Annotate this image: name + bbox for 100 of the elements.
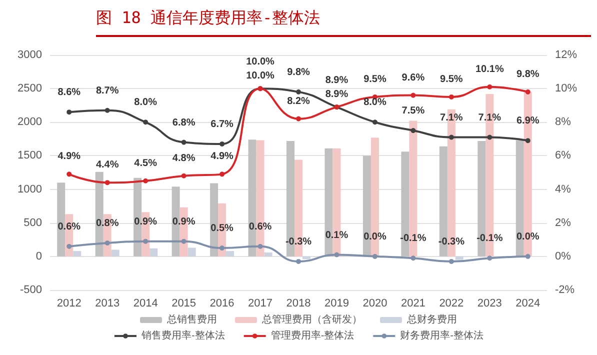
point — [220, 172, 225, 177]
y2-tick-label: 2% — [555, 216, 572, 229]
data-label: 4.5% — [134, 158, 158, 169]
data-label: -0.1% — [476, 233, 503, 244]
data-label: 8.0% — [364, 97, 386, 108]
point — [181, 238, 186, 244]
data-label: 4.8% — [172, 152, 196, 164]
point — [143, 120, 148, 125]
x-tick-label: 2014 — [133, 298, 158, 310]
y2-tick-label: 8% — [555, 116, 572, 128]
point — [66, 244, 72, 249]
data-label: 8.9% — [325, 89, 348, 100]
point — [525, 138, 530, 144]
point — [487, 256, 492, 261]
y2-tick-label: -2% — [555, 284, 575, 296]
x-tick-label: 2012 — [56, 298, 82, 310]
data-label: 7.1% — [440, 112, 463, 124]
x-tick-label: 2022 — [439, 298, 464, 310]
data-label: 6.8% — [172, 117, 196, 128]
data-label: 8.0% — [134, 97, 158, 108]
data-label: 7.1% — [478, 112, 502, 124]
point — [296, 89, 301, 94]
legend-label: 总销售费用 — [166, 314, 217, 326]
y-tick-label: 3000 — [18, 49, 42, 61]
data-label: 0.1% — [325, 230, 348, 241]
point — [258, 244, 263, 249]
point — [296, 258, 301, 264]
point — [448, 258, 454, 264]
bar — [111, 250, 120, 256]
y2-tick-label: 6% — [555, 150, 572, 162]
point — [66, 110, 72, 115]
legend-label: 财务费用率-整体法 — [400, 330, 484, 342]
data-label: 8.9% — [325, 75, 348, 86]
data-label: 0.9% — [134, 216, 158, 228]
legend-label: 销售费用率-整体法 — [140, 330, 225, 342]
y-tick-label: 2500 — [18, 82, 42, 95]
data-label: 4.9% — [58, 151, 81, 162]
data-label: -0.3% — [285, 236, 312, 248]
legend-label: 总财务费用 — [406, 314, 457, 326]
data-label: 9.6% — [402, 72, 425, 84]
legend-label: 总管理费用（含研发） — [261, 314, 362, 326]
data-label: 0.5% — [210, 223, 234, 234]
point — [104, 108, 110, 113]
data-label: 4.4% — [96, 160, 119, 171]
data-label: 9.5% — [440, 74, 463, 85]
point — [525, 254, 530, 259]
point — [448, 94, 454, 100]
data-label: -0.1% — [400, 233, 426, 244]
point — [181, 140, 186, 145]
data-label: 9.5% — [364, 74, 386, 85]
point — [220, 246, 225, 251]
x-tick-label: 2018 — [286, 298, 311, 310]
y-tick-label: 0 — [36, 250, 42, 262]
point — [66, 172, 72, 177]
x-tick-label: 2019 — [324, 298, 349, 310]
data-label: 0.9% — [172, 216, 196, 228]
y2-tick-label: 4% — [555, 183, 572, 196]
data-label: 8.7% — [96, 85, 119, 96]
data-label: 7.5% — [402, 106, 425, 117]
chart-title: 图 18 通信年度费用率-整体法 — [96, 8, 591, 37]
point — [487, 84, 492, 90]
x-tick-label: 2024 — [516, 298, 540, 310]
data-label: 9.8% — [287, 66, 310, 78]
data-label: 8.2% — [287, 96, 310, 107]
point — [525, 89, 530, 94]
bar — [150, 248, 158, 256]
data-label: 10.0% — [246, 70, 275, 82]
point — [143, 238, 148, 244]
data-label: 8.6% — [58, 87, 81, 98]
data-label: 4.9% — [210, 151, 234, 162]
point — [181, 173, 186, 178]
x-tick-label: 2023 — [477, 298, 502, 310]
point — [487, 134, 492, 140]
data-label: 0.6% — [248, 221, 272, 232]
point — [104, 240, 110, 246]
x-tick-label: 2021 — [400, 298, 426, 310]
data-label: 0.0% — [516, 231, 540, 242]
y2-tick-label: 10% — [555, 82, 578, 95]
bar — [188, 248, 196, 256]
bar — [226, 251, 234, 256]
bar — [455, 256, 464, 260]
y-tick-label: 1000 — [18, 183, 42, 196]
point — [372, 120, 378, 125]
data-label: 6.9% — [516, 116, 540, 127]
bar — [73, 251, 82, 256]
point — [410, 92, 416, 98]
x-tick-label: 2017 — [248, 298, 273, 310]
point — [448, 134, 454, 140]
data-label: 0.6% — [58, 221, 81, 232]
point — [372, 254, 378, 259]
x-tick-label: 2016 — [210, 298, 234, 310]
data-label: 0.8% — [96, 218, 119, 229]
point — [104, 180, 110, 186]
x-tick-label: 2020 — [362, 298, 388, 310]
data-label: 10.1% — [475, 64, 504, 75]
point — [220, 141, 225, 146]
x-tick-label: 2013 — [95, 298, 120, 310]
bar — [264, 252, 272, 256]
point — [143, 178, 148, 184]
bar — [302, 256, 310, 260]
